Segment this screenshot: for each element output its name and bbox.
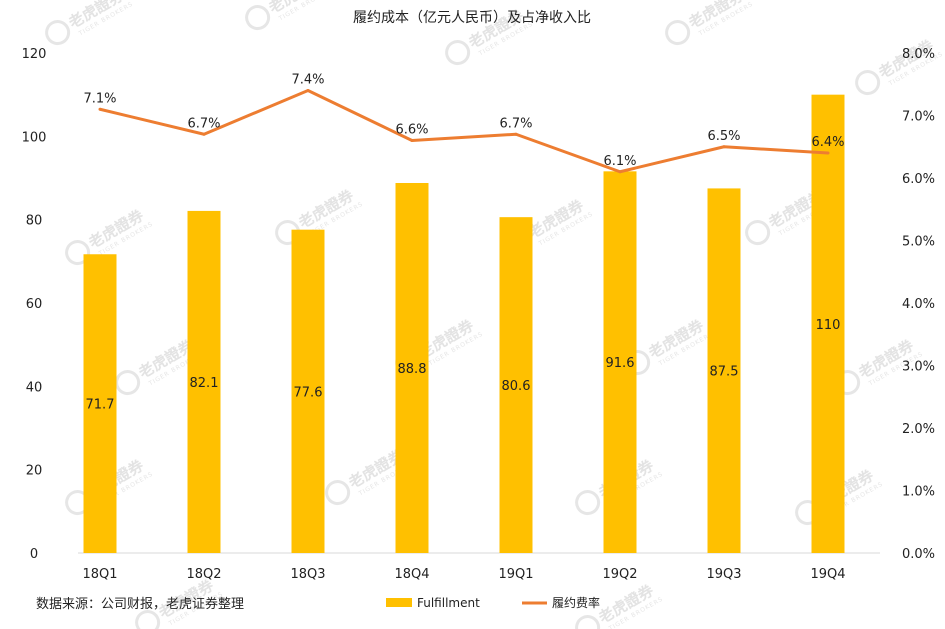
legend-swatch-fulfillment [386,598,412,607]
y-left-tick-label: 60 [26,297,43,312]
line-value-label: 6.4% [811,135,844,150]
y-right-tick-label: 2.0% [902,422,935,437]
line-value-label: 7.1% [83,91,116,106]
line-point [618,170,622,174]
bar-value-label: 88.8 [398,362,427,377]
rate-line [99,89,829,174]
watermark-logo-icon [325,480,351,506]
x-tick-label: 19Q3 [706,567,741,582]
y-right-tick-label: 6.0% [902,172,935,187]
line-value-label: 6.6% [395,123,428,138]
x-tick-label: 18Q3 [290,567,325,582]
y-right-tick-label: 7.0% [902,110,935,125]
x-axis-ticks: 18Q1 18Q2 18Q3 18Q4 19Q1 19Q2 19Q3 19Q4 [82,567,845,582]
line-point [410,139,414,142]
bar [291,229,325,553]
source-note: 数据来源：公司财报，老虎证券整理 [36,596,244,612]
bar [499,217,533,553]
line-value-label: 6.7% [187,116,220,131]
line-point [826,151,830,155]
line-point [98,107,102,111]
bar [707,188,741,553]
bar-value-label: 87.5 [710,365,739,380]
watermark-logo-icon [115,370,141,396]
bar [395,183,429,553]
watermark-logo-icon [65,240,91,266]
bar-value-label: 91.6 [606,356,635,371]
y-right-tick-label: 4.0% [902,297,935,312]
watermark-logo-icon [245,5,271,31]
bar-series: 71.7 82.1 77.6 88.8 80.6 91.6 87.5 110 [83,94,845,554]
x-tick-label: 19Q2 [602,567,637,582]
x-tick-label: 18Q4 [394,567,429,582]
legend-label-rate: 履约费率 [552,595,600,610]
bar [187,210,221,553]
right-axis: 0.0% 1.0% 2.0% 3.0% 4.0% 5.0% 6.0% 7.0% 8.0% [902,47,935,562]
watermark-logo-icon [575,490,601,516]
chart-title: 履约成本（亿元人民币）及占净收入比 [353,10,591,26]
x-tick-label: 18Q1 [82,567,117,582]
bar-value-label: 71.7 [86,398,115,413]
line-point [514,132,518,136]
watermark-logo-icon [45,20,71,46]
y-left-tick-label: 40 [26,380,43,395]
line-series: 7.1% 6.7% 7.4% 6.6% 6.7% 6.1% 6.5% 6.4% [83,73,845,174]
line-point [202,132,206,136]
x-tick-label: 19Q4 [810,567,845,582]
bar-value-label: 110 [816,318,841,333]
watermark-logo-icon [745,220,771,246]
left-axis: 0 20 40 60 80 100 120 [22,47,47,562]
y-left-tick-label: 100 [22,130,47,145]
y-left-tick-label: 120 [22,47,47,62]
watermark-logo-icon [575,615,601,629]
y-left-tick-label: 0 [30,547,38,562]
x-tick-label: 18Q2 [186,567,221,582]
y-left-tick-label: 20 [26,464,43,479]
bar-value-label: 80.6 [502,379,531,394]
watermark-logo-icon [855,70,881,96]
bar-value-label: 77.6 [294,385,323,400]
bar [603,171,637,554]
watermark-logo-icon [445,40,471,66]
bar-value-label: 82.1 [190,376,219,391]
y-right-tick-label: 1.0% [902,485,935,500]
line-value-label: 6.5% [707,129,740,144]
y-right-tick-label: 8.0% [902,47,935,62]
bar [811,94,845,554]
y-left-tick-label: 80 [26,214,43,229]
watermark-logo-icon [665,20,691,46]
line-point [722,145,726,149]
y-right-tick-label: 3.0% [902,360,935,375]
legend: Fulfillment 履约费率 [386,595,600,610]
bar [83,254,117,553]
y-right-tick-label: 0.0% [902,547,935,562]
x-tick-label: 19Q1 [498,567,533,582]
watermark-logo-icon [135,610,161,629]
line-value-label: 6.7% [499,116,532,131]
line-point [306,89,310,92]
y-right-tick-label: 5.0% [902,235,935,250]
line-value-label: 6.1% [603,154,636,169]
line-value-label: 7.4% [291,73,324,88]
legend-label-fulfillment: Fulfillment [417,596,480,610]
